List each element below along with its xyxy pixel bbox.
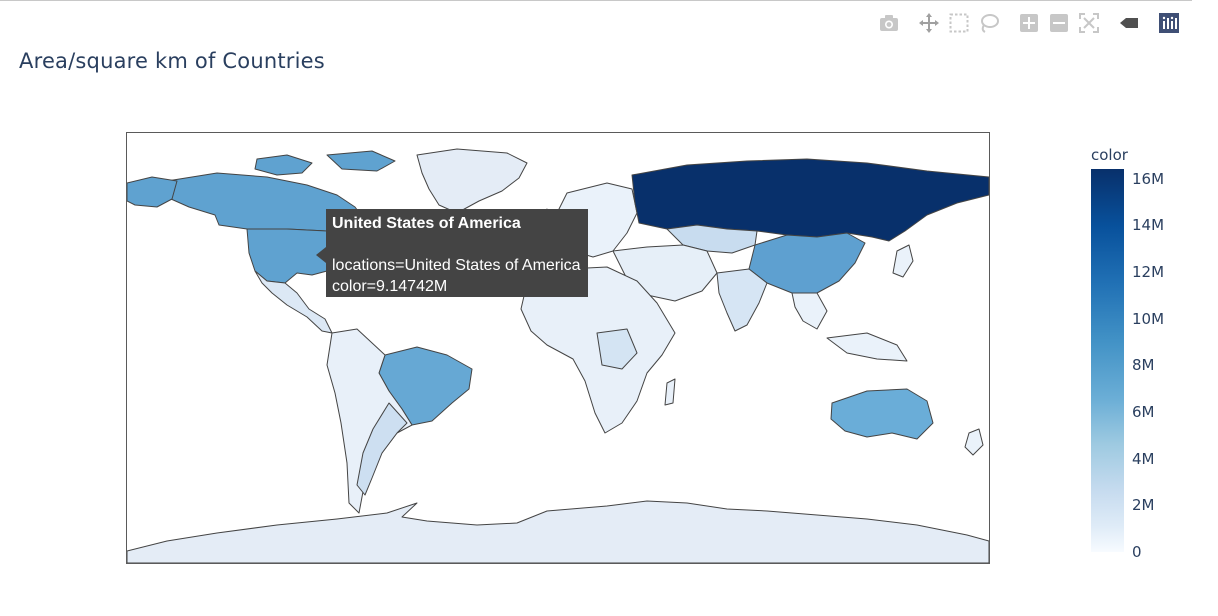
colorbar-tick: 8M (1132, 356, 1155, 374)
choropleth-map[interactable] (126, 132, 990, 564)
colorbar-tick: 10M (1132, 310, 1165, 328)
box-select-icon[interactable] (948, 12, 970, 34)
country-madagascar[interactable] (664, 378, 676, 406)
lasso-select-icon[interactable] (978, 12, 1000, 34)
colorbar-tick: 12M (1132, 263, 1165, 281)
tooltip-pointer (316, 247, 326, 263)
tooltip-spacer (332, 234, 582, 255)
camera-icon[interactable] (878, 12, 900, 34)
compare-hover-icon[interactable] (1118, 12, 1140, 34)
country-canada-islands[interactable] (254, 150, 396, 176)
country-southeast-asia[interactable] (791, 292, 908, 362)
tooltip-value: color=9.14742M (332, 278, 448, 295)
country-argentina[interactable] (356, 402, 408, 496)
hover-tooltip: United States of America locations=Unite… (326, 209, 588, 297)
country-antarctica[interactable] (127, 500, 989, 563)
country-australia[interactable] (830, 388, 934, 440)
plotly-logo-icon[interactable] (1158, 12, 1180, 34)
tooltip-location: locations=United States of America (332, 257, 581, 274)
tooltip-title: United States of America (332, 215, 521, 232)
pan-icon[interactable] (918, 12, 940, 34)
colorbar-tick: 0 (1132, 543, 1142, 561)
country-greenland[interactable] (416, 148, 528, 214)
country-japan[interactable] (892, 244, 914, 278)
country-new-zealand[interactable] (964, 428, 984, 456)
colorbar (1091, 169, 1124, 552)
country-india[interactable] (716, 268, 768, 332)
colorbar-tick: 2M (1132, 496, 1155, 514)
colorbar-title: color (1091, 146, 1128, 164)
zoom-in-icon[interactable] (1018, 12, 1040, 34)
zoom-out-icon[interactable] (1048, 12, 1070, 34)
country-africa[interactable] (520, 266, 676, 434)
world-map-svg (127, 148, 989, 563)
country-alaska[interactable] (127, 176, 178, 208)
reset-view-icon[interactable] (1078, 12, 1100, 34)
colorbar-tick: 14M (1132, 216, 1165, 234)
colorbar-tick: 4M (1132, 450, 1155, 468)
country-mexico[interactable] (254, 270, 333, 334)
top-divider (0, 0, 1192, 1)
colorbar-tick: 16M (1132, 170, 1165, 188)
country-central-africa[interactable] (596, 328, 638, 370)
chart-title: Area/square km of Countries (19, 49, 325, 73)
colorbar-tick: 6M (1132, 403, 1155, 421)
